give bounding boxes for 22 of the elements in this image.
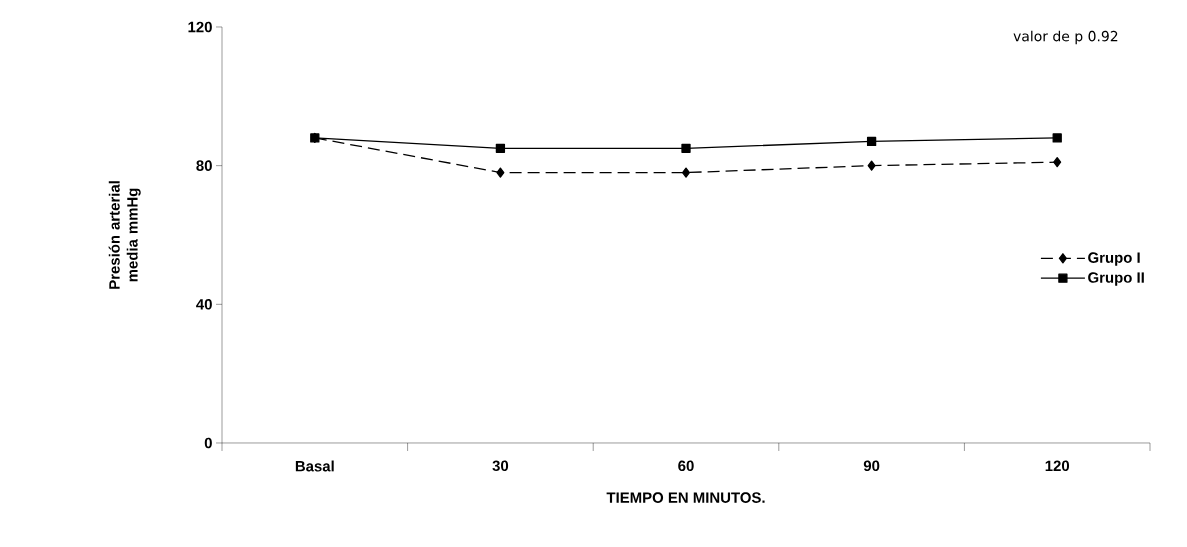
point	[681, 143, 691, 153]
point	[866, 136, 877, 147]
point	[867, 160, 876, 171]
point	[495, 143, 506, 153]
x-tick-label: 30	[492, 460, 509, 472]
point	[681, 167, 691, 178]
x-axis-title: TIEMPO EN MINUTOS.	[606, 492, 765, 503]
y-axis-title: Presión arterial media mmHg	[108, 181, 141, 289]
legend-label: Grupo I	[1088, 252, 1140, 266]
x-tick-label: 60	[678, 460, 694, 472]
x-tick-label: 90	[863, 460, 880, 472]
y-tick-label: 80	[196, 160, 212, 171]
legend-label: Grupo II	[1088, 272, 1144, 286]
x-tick-label: 120	[1045, 460, 1070, 472]
y-tick-label: 40	[196, 299, 212, 310]
x-tick-label: Basal	[295, 460, 334, 472]
y-tick-label: 120	[188, 21, 212, 33]
annotation: valor de p 0.92	[1013, 30, 1118, 45]
point	[1053, 157, 1062, 168]
point	[496, 167, 505, 178]
y-tick-label: 0	[204, 437, 212, 449]
point	[1052, 133, 1062, 143]
